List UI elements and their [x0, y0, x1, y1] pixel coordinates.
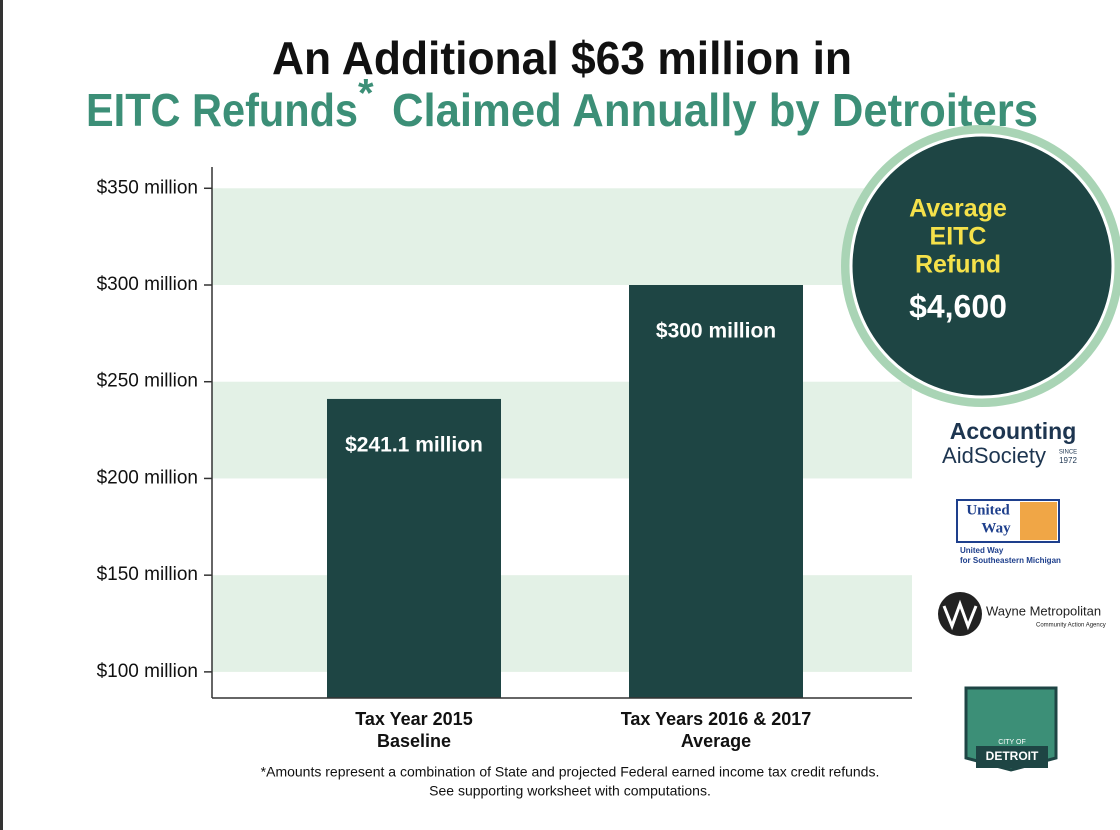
united-way-icon — [1020, 502, 1057, 540]
chart-title: An Additional $63 million in — [272, 32, 852, 84]
detroit-banner — [976, 746, 1048, 768]
bar — [327, 398, 501, 698]
grid-band — [212, 188, 912, 285]
x-tick-label: Baseline — [377, 731, 451, 751]
y-tick-label: $250 million — [97, 371, 198, 392]
footnote: See supporting worksheet with computatio… — [429, 783, 711, 799]
wayne-icon — [938, 592, 982, 636]
chart-subtitle-rest: Claimed Annually by Detroiters — [392, 84, 1038, 136]
value-label: $300 million — [656, 320, 776, 343]
logo-text: United Way — [960, 546, 1004, 555]
logo-text: 1972 — [1059, 456, 1077, 465]
logo-text: Community Action Agency — [1036, 623, 1106, 629]
logo-text: AidSociety — [942, 443, 1046, 468]
logo-text: for Southeastern Michigan — [960, 556, 1061, 565]
logo-text: DETROIT — [986, 749, 1039, 763]
callout-line: Average — [909, 195, 1007, 223]
grid-band — [212, 575, 912, 672]
logo-text: Wayne Metropolitan — [986, 603, 1101, 618]
logo-text: Way — [981, 520, 1011, 536]
chart-subtitle: EITC Refunds — [86, 84, 358, 136]
y-tick-label: $300 million — [97, 274, 198, 295]
callout-line: EITC — [930, 223, 987, 251]
logo-text: United — [966, 502, 1010, 518]
x-tick-label: Tax Year 2015 — [355, 709, 472, 729]
x-tick-label: Tax Years 2016 & 2017 — [621, 709, 812, 729]
callout-value: $4,600 — [909, 288, 1007, 324]
footnote: *Amounts represent a combination of Stat… — [261, 764, 880, 780]
y-tick-label: $150 million — [97, 564, 198, 585]
x-tick-label: Average — [681, 731, 751, 751]
wayne-icon-mark — [942, 599, 978, 631]
left-border — [0, 0, 3, 830]
grid-band — [212, 381, 912, 479]
callout-line: Refund — [915, 251, 1001, 279]
value-label: $241.1 million — [345, 433, 483, 456]
logo-text: CITY OF — [998, 739, 1025, 746]
callout-circle — [849, 133, 1115, 399]
y-tick-label: $100 million — [97, 661, 198, 682]
logo-text: SINCE — [1059, 450, 1077, 456]
y-tick-label: $200 million — [97, 467, 198, 488]
bar — [629, 285, 803, 698]
y-tick-label: $350 million — [97, 177, 198, 198]
logo-text: Accounting — [950, 418, 1077, 444]
subtitle-asterisk: * — [358, 72, 374, 116]
